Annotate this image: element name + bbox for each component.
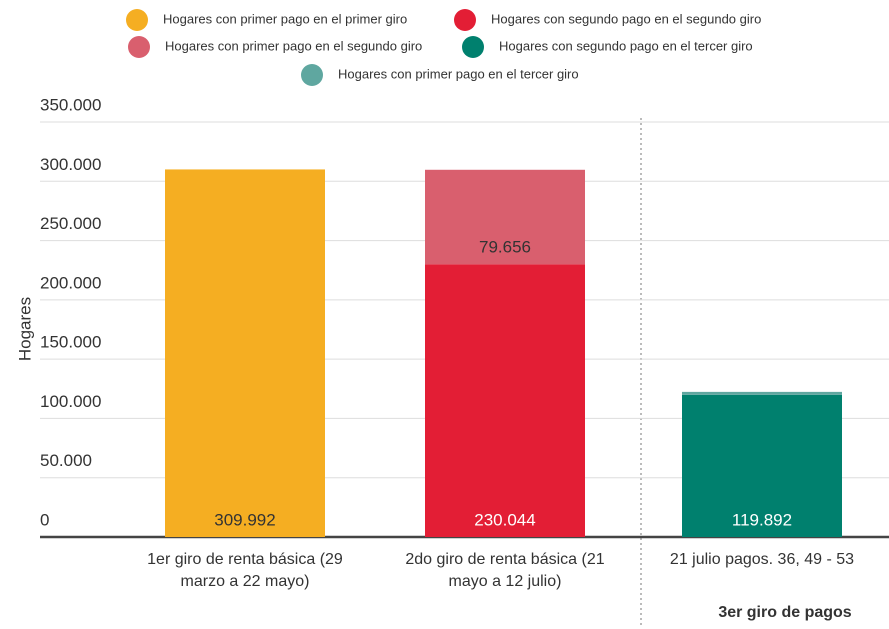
- legend-swatch: [128, 36, 150, 58]
- value-label: 309.992: [214, 510, 275, 529]
- bar-segment: [425, 169, 585, 265]
- y-tick-label: 0: [40, 510, 49, 529]
- bar-segment: [165, 169, 325, 538]
- y-tick-label: 300.000: [40, 155, 101, 174]
- legend-swatch: [454, 9, 476, 31]
- bar-segment: [425, 264, 585, 537]
- legend-label: Hogares con primer pago en el tercer gir…: [338, 66, 579, 81]
- legend-label: Hogares con segundo pago en el segundo g…: [491, 11, 761, 26]
- y-axis-label: Hogares: [15, 297, 34, 361]
- legend-swatch: [462, 36, 484, 58]
- y-tick-label: 350.000: [40, 95, 101, 114]
- y-tick-label: 100.000: [40, 392, 101, 411]
- x-tick-label: 1er giro de renta básica (29 marzo a 22 …: [147, 551, 343, 590]
- value-label: 79.656: [479, 238, 531, 257]
- bar-segment: [682, 394, 842, 537]
- value-label: 119.892: [732, 510, 792, 529]
- value-label: 230.044: [474, 510, 535, 529]
- legend-label: Hogares con primer pago en el segundo gi…: [165, 38, 422, 53]
- x-tick-label: 21 julio pagos. 36, 49 - 53: [669, 551, 855, 568]
- y-tick-label: 250.000: [40, 214, 101, 233]
- legend-label: Hogares con segundo pago en el tercer gi…: [499, 38, 753, 53]
- legend-swatch: [126, 9, 148, 31]
- x-tick-label: 2do giro de renta básica (21 mayo a 12 j…: [405, 551, 605, 590]
- y-tick-label: 200.000: [40, 273, 101, 292]
- legend-swatch: [301, 64, 323, 86]
- annotation: 3er giro de pagos: [718, 604, 851, 621]
- bar-segment: [682, 391, 842, 395]
- y-tick-label: 150.000: [40, 333, 101, 352]
- y-tick-label: 50.000: [40, 451, 92, 470]
- legend-label: Hogares con primer pago en el primer gir…: [163, 11, 407, 26]
